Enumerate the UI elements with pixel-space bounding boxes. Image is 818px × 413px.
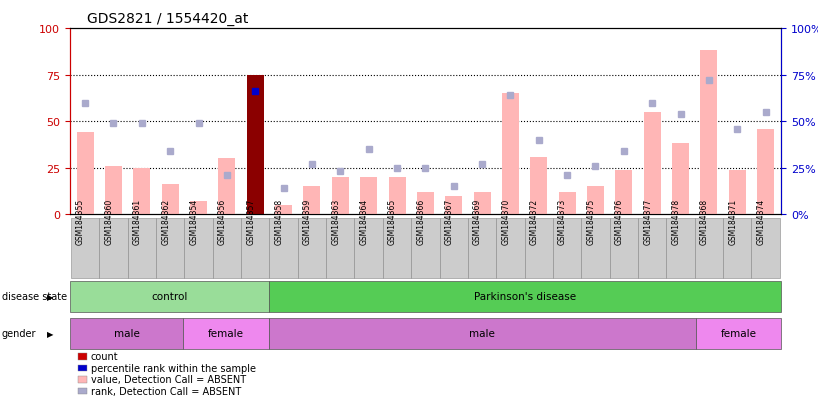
Text: GSM184369: GSM184369 — [473, 198, 482, 244]
Text: control: control — [151, 291, 187, 301]
Text: male: male — [114, 328, 139, 339]
Text: GSM184360: GSM184360 — [105, 198, 114, 244]
Text: male: male — [470, 328, 495, 339]
Bar — [524, 219, 553, 279]
Text: GSM184373: GSM184373 — [558, 198, 567, 244]
Text: GSM184378: GSM184378 — [672, 198, 681, 244]
Bar — [162, 185, 178, 215]
Text: GDS2821 / 1554420_at: GDS2821 / 1554420_at — [87, 12, 249, 26]
Text: GSM184359: GSM184359 — [303, 198, 312, 244]
Bar — [530, 157, 547, 215]
Text: GSM184366: GSM184366 — [416, 198, 425, 244]
Text: Parkinson's disease: Parkinson's disease — [474, 291, 576, 301]
Bar — [133, 169, 151, 215]
Bar — [383, 219, 411, 279]
Bar — [213, 219, 241, 279]
Bar — [723, 219, 752, 279]
Bar — [411, 219, 439, 279]
Text: GSM184357: GSM184357 — [246, 198, 255, 244]
Text: gender: gender — [2, 328, 36, 339]
Bar — [332, 178, 348, 215]
Text: count: count — [91, 351, 119, 361]
Text: GSM184364: GSM184364 — [360, 198, 369, 244]
Bar — [269, 219, 298, 279]
Text: GSM184370: GSM184370 — [501, 198, 510, 244]
Bar — [190, 202, 207, 215]
Bar — [752, 219, 780, 279]
Text: GSM184362: GSM184362 — [161, 198, 170, 244]
Text: GSM184365: GSM184365 — [388, 198, 397, 244]
Text: ▶: ▶ — [47, 292, 53, 301]
Text: GSM184355: GSM184355 — [76, 198, 85, 244]
Text: GSM184372: GSM184372 — [530, 198, 539, 244]
Text: GSM184368: GSM184368 — [700, 198, 709, 244]
Bar — [757, 129, 774, 215]
Text: rank, Detection Call = ABSENT: rank, Detection Call = ABSENT — [91, 386, 241, 396]
Bar — [638, 219, 667, 279]
Text: GSM184354: GSM184354 — [190, 198, 199, 244]
Bar — [729, 170, 746, 215]
Bar — [71, 219, 99, 279]
Bar — [218, 159, 236, 215]
Text: GSM184367: GSM184367 — [445, 198, 454, 244]
Bar — [497, 219, 524, 279]
Bar — [582, 219, 609, 279]
Bar — [439, 219, 468, 279]
Text: disease state: disease state — [2, 291, 67, 301]
Bar — [389, 178, 406, 215]
Text: ▶: ▶ — [47, 329, 53, 338]
Text: GSM184375: GSM184375 — [587, 198, 596, 244]
Bar — [354, 219, 383, 279]
Text: GSM184363: GSM184363 — [331, 198, 340, 244]
Text: GSM184361: GSM184361 — [133, 198, 142, 244]
Text: value, Detection Call = ABSENT: value, Detection Call = ABSENT — [91, 375, 246, 385]
Text: GSM184371: GSM184371 — [728, 198, 737, 244]
Bar — [667, 219, 694, 279]
Bar — [247, 75, 263, 215]
Bar — [275, 206, 292, 215]
Bar — [241, 219, 269, 279]
Bar — [468, 219, 497, 279]
Bar — [694, 219, 723, 279]
Bar — [360, 178, 377, 215]
Bar — [326, 219, 354, 279]
Bar — [417, 192, 434, 215]
Bar — [303, 187, 321, 215]
Text: female: female — [208, 328, 244, 339]
Bar — [644, 112, 661, 215]
Text: percentile rank within the sample: percentile rank within the sample — [91, 363, 256, 373]
Bar — [559, 192, 576, 215]
Text: GSM184377: GSM184377 — [643, 198, 652, 244]
Bar — [298, 219, 326, 279]
Bar — [128, 219, 156, 279]
Text: GSM184374: GSM184374 — [757, 198, 766, 244]
Bar — [553, 219, 582, 279]
Bar — [105, 166, 122, 215]
Bar — [99, 219, 128, 279]
Bar — [587, 187, 604, 215]
Text: GSM184376: GSM184376 — [615, 198, 624, 244]
Bar — [445, 196, 462, 215]
Bar — [672, 144, 689, 215]
Bar — [77, 133, 93, 215]
Text: GSM184356: GSM184356 — [218, 198, 227, 244]
Bar — [474, 192, 491, 215]
Text: female: female — [721, 328, 757, 339]
Text: GSM184358: GSM184358 — [275, 198, 284, 244]
Bar — [502, 94, 519, 215]
Bar — [615, 170, 632, 215]
Bar — [156, 219, 184, 279]
Bar — [609, 219, 638, 279]
Bar — [184, 219, 213, 279]
Bar — [700, 51, 717, 215]
